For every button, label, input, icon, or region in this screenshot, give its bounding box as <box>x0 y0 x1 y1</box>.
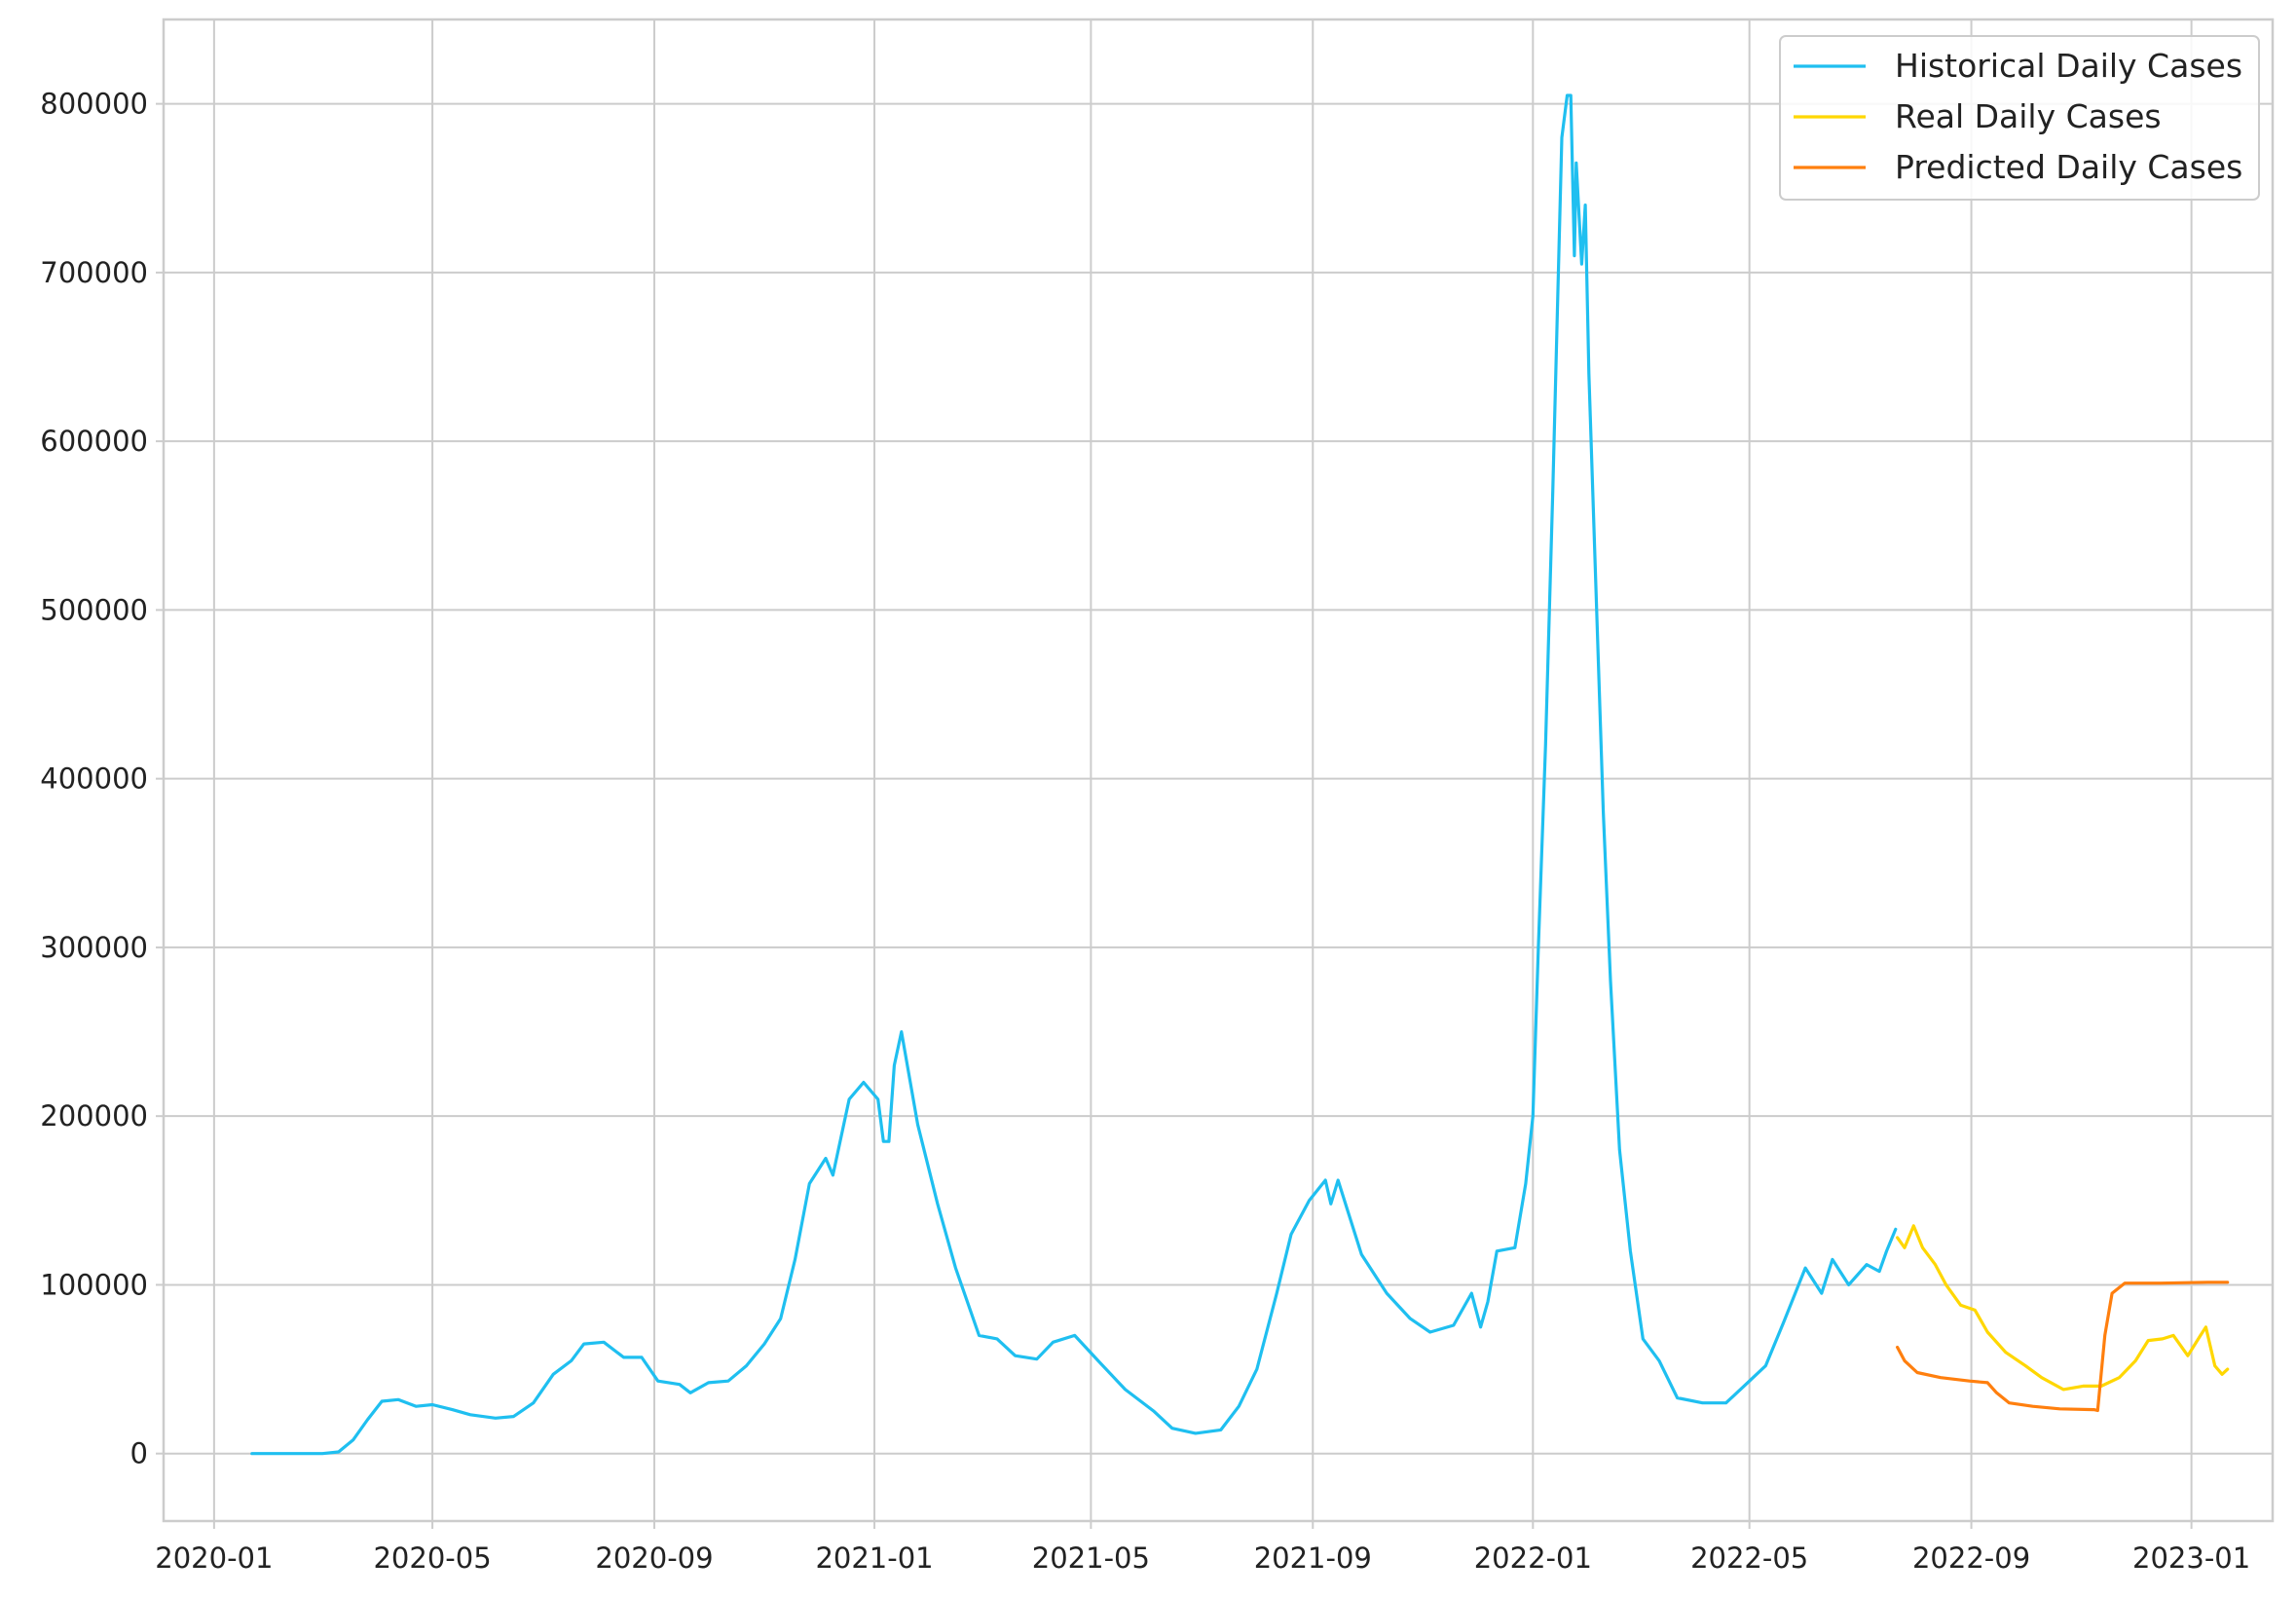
x-tick-label: 2022-05 <box>1690 1541 1808 1575</box>
x-tick-label: 2023-01 <box>2132 1541 2250 1575</box>
legend-label: Predicted Daily Cases <box>1895 148 2242 186</box>
y-tick-label: 300000 <box>40 931 148 964</box>
x-tick-labels: 2020-01 2020-05 2020-09 2021-01 2021-05 2021-… <box>155 1541 2250 1575</box>
legend-box <box>1779 35 2260 201</box>
x-tick-label: 2021-05 <box>1032 1541 1150 1575</box>
legend: Historical Daily Cases Real Daily Cases Pr… <box>1779 35 2260 201</box>
legend-label: Real Daily Cases <box>1895 97 2162 135</box>
y-tick-label: 600000 <box>40 425 148 458</box>
y-tick-label: 400000 <box>40 762 148 796</box>
y-tick-label: 500000 <box>40 593 148 626</box>
x-tick-label: 2022-09 <box>1912 1541 2030 1575</box>
x-tick-label: 2020-05 <box>373 1541 491 1575</box>
x-tick-label: 2022-01 <box>1474 1541 1592 1575</box>
plot-frame <box>162 18 2275 1523</box>
series-line-predicted-daily-cases <box>1896 1281 2230 1413</box>
series-line-historical-daily-cases <box>250 93 1898 1456</box>
y-tick-label: 0 <box>130 1437 148 1470</box>
x-gridlines <box>212 19 2193 1529</box>
legend-entries: Historical Daily Cases Real Daily Cases Pr… <box>1794 47 2242 186</box>
y-tick-label: 100000 <box>40 1268 148 1301</box>
y-tick-label: 700000 <box>40 256 148 289</box>
x-tick-label: 2021-09 <box>1254 1541 1372 1575</box>
y-gridlines <box>156 102 2273 1455</box>
x-tick-label: 2020-01 <box>155 1541 273 1575</box>
series-line-real-daily-cases <box>1896 1224 2230 1392</box>
y-tick-label: 200000 <box>40 1099 148 1133</box>
plot-background <box>164 19 2273 1521</box>
x-tick-label: 2020-09 <box>595 1541 713 1575</box>
series-layer <box>250 93 2230 1456</box>
legend-label: Historical Daily Cases <box>1895 47 2242 85</box>
y-tick-label: 800000 <box>40 88 148 121</box>
y-tick-labels: 0 100000 200000 300000 400000 500000 600000 700… <box>40 88 148 1470</box>
x-tick-label: 2021-01 <box>815 1541 933 1575</box>
